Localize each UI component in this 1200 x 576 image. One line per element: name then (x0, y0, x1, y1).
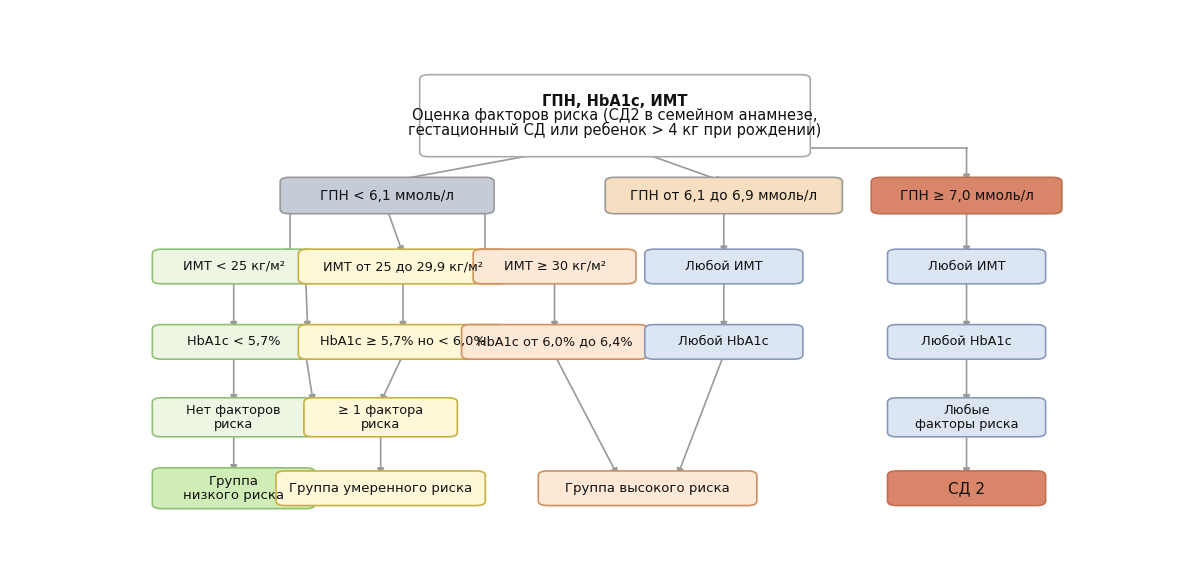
Text: Группа: Группа (209, 475, 259, 488)
Text: факторы риска: факторы риска (914, 418, 1019, 431)
FancyBboxPatch shape (644, 325, 803, 359)
Text: Любой HbA1c: Любой HbA1c (678, 335, 769, 348)
FancyBboxPatch shape (304, 398, 457, 437)
FancyBboxPatch shape (871, 177, 1062, 214)
Text: Группа высокого риска: Группа высокого риска (565, 482, 730, 495)
Text: риска: риска (361, 418, 401, 431)
FancyBboxPatch shape (276, 471, 485, 506)
FancyBboxPatch shape (644, 249, 803, 284)
Text: ≥ 1 фактора: ≥ 1 фактора (338, 404, 424, 416)
Text: HbA1c < 5,7%: HbA1c < 5,7% (187, 335, 281, 348)
FancyBboxPatch shape (473, 249, 636, 284)
Text: низкого риска: низкого риска (184, 489, 284, 502)
Text: Любой HbA1c: Любой HbA1c (922, 335, 1012, 348)
Text: ИМТ от 25 до 29,9 кг/м²: ИМТ от 25 до 29,9 кг/м² (323, 260, 482, 273)
Text: риска: риска (214, 418, 253, 431)
Text: Оценка факторов риска (СД2 в семейном анамнезе,: Оценка факторов риска (СД2 в семейном ан… (413, 108, 817, 123)
FancyBboxPatch shape (888, 471, 1045, 506)
FancyBboxPatch shape (539, 471, 757, 506)
Text: ГПН ≥ 7,0 ммоль/л: ГПН ≥ 7,0 ммоль/л (900, 188, 1033, 203)
Text: ГПН < 6,1 ммоль/л: ГПН < 6,1 ммоль/л (320, 188, 454, 203)
FancyBboxPatch shape (152, 468, 316, 509)
FancyBboxPatch shape (299, 249, 508, 284)
FancyBboxPatch shape (420, 75, 810, 157)
Text: ИМТ < 25 кг/м²: ИМТ < 25 кг/м² (182, 260, 284, 273)
FancyBboxPatch shape (462, 325, 648, 359)
Text: Нет факторов: Нет факторов (186, 404, 281, 416)
Text: HbA1c от 6,0% до 6,4%: HbA1c от 6,0% до 6,4% (476, 335, 632, 348)
Text: Любые: Любые (943, 404, 990, 416)
Text: гестационный СД или ребенок > 4 кг при рождении): гестационный СД или ребенок > 4 кг при р… (408, 122, 822, 138)
Text: HbA1c ≥ 5,7% но < 6,0%: HbA1c ≥ 5,7% но < 6,0% (320, 335, 486, 348)
FancyBboxPatch shape (299, 325, 508, 359)
FancyBboxPatch shape (888, 398, 1045, 437)
FancyBboxPatch shape (888, 249, 1045, 284)
FancyBboxPatch shape (888, 325, 1045, 359)
Text: Любой ИМТ: Любой ИМТ (928, 260, 1006, 273)
Text: Любой ИМТ: Любой ИМТ (685, 260, 763, 273)
Text: ИМТ ≥ 30 кг/м²: ИМТ ≥ 30 кг/м² (504, 260, 606, 273)
Text: ГПН от 6,1 до 6,9 ммоль/л: ГПН от 6,1 до 6,9 ммоль/л (630, 188, 817, 203)
Text: ГПН, HbA1c, ИМТ: ГПН, HbA1c, ИМТ (542, 94, 688, 109)
Text: СД 2: СД 2 (948, 481, 985, 496)
FancyBboxPatch shape (152, 249, 316, 284)
FancyBboxPatch shape (152, 325, 316, 359)
Text: Группа умеренного риска: Группа умеренного риска (289, 482, 473, 495)
FancyBboxPatch shape (152, 398, 316, 437)
FancyBboxPatch shape (281, 177, 494, 214)
FancyBboxPatch shape (605, 177, 842, 214)
